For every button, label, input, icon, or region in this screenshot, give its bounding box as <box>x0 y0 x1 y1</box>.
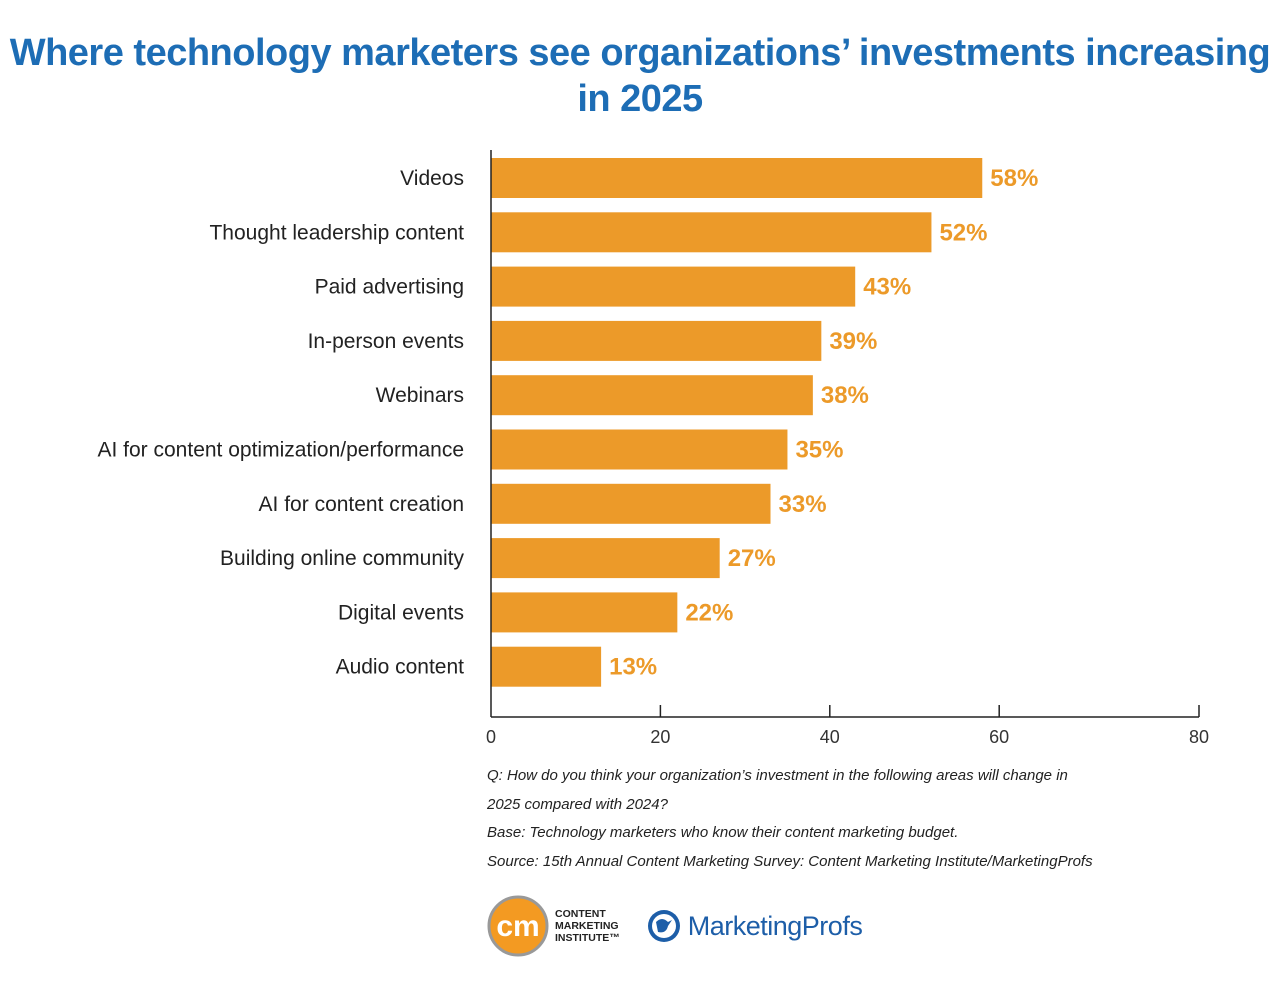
bar <box>491 375 813 416</box>
x-tick-label: 0 <box>486 727 496 747</box>
marketingprofs-bird-icon <box>647 910 680 942</box>
category-label: AI for content optimization/performance <box>97 439 464 462</box>
category-label: Digital events <box>338 601 464 624</box>
x-tick-label: 60 <box>989 727 1009 747</box>
svg-text:cm: cm <box>496 910 539 943</box>
bar <box>491 538 720 579</box>
bar <box>491 483 771 524</box>
bar <box>491 266 856 307</box>
data-label: 13% <box>609 654 657 681</box>
note-base: Base: Technology marketers who know thei… <box>487 824 959 841</box>
marketingprofs-logo-text: MarketingProfs <box>687 910 863 941</box>
data-label: 43% <box>863 274 911 301</box>
bar <box>491 212 932 253</box>
chart-notes: Q: How do you think your organization’s … <box>487 762 1093 876</box>
bar <box>491 592 678 633</box>
data-label: 38% <box>821 382 869 409</box>
bar <box>491 646 602 687</box>
data-label: 33% <box>779 491 827 518</box>
cmi-line: MARKETING <box>555 920 619 932</box>
cmi-line: INSTITUTE™ <box>555 932 620 944</box>
note-question-1: Q: How do you think your organization’s … <box>487 767 1068 784</box>
category-label: Building online community <box>220 547 464 570</box>
category-label: Thought leadership content <box>209 221 464 244</box>
note-question-2: 2025 compared with 2024? <box>487 795 668 813</box>
x-tick-label: 20 <box>650 727 670 747</box>
category-label: Webinars <box>376 384 464 407</box>
category-label: Audio content <box>336 656 465 679</box>
data-label: 39% <box>829 328 877 355</box>
bar-chart: Videos 58% Thought leadership content 52% Pa… <box>97 150 1209 747</box>
data-label: 52% <box>939 219 987 246</box>
chart-title: Where technology marketers see organizat… <box>9 32 1271 120</box>
logos: cm CONTENT MARKETING INSTITUTE™ Marketin… <box>487 895 863 957</box>
cmi-logo-text: CONTENT MARKETING INSTITUTE™ <box>555 908 620 944</box>
x-tick-label: 40 <box>820 727 840 747</box>
x-tick-label: 80 <box>1189 727 1209 747</box>
category-label: AI for content creation <box>259 493 464 516</box>
cmi-line: CONTENT <box>555 908 606 920</box>
cmi-logo-icon: cm <box>487 895 549 957</box>
bar <box>491 320 822 361</box>
category-label: In-person events <box>308 330 464 353</box>
bar <box>491 158 983 198</box>
data-label: 22% <box>685 599 733 626</box>
category-label: Videos <box>400 167 464 190</box>
category-label: Paid advertising <box>315 276 464 299</box>
data-label: 27% <box>728 545 776 572</box>
bar <box>491 429 788 470</box>
data-label: 58% <box>990 165 1038 192</box>
data-label: 35% <box>795 437 843 464</box>
note-source: Source: 15th Annual Content Marketing Su… <box>487 852 1093 870</box>
